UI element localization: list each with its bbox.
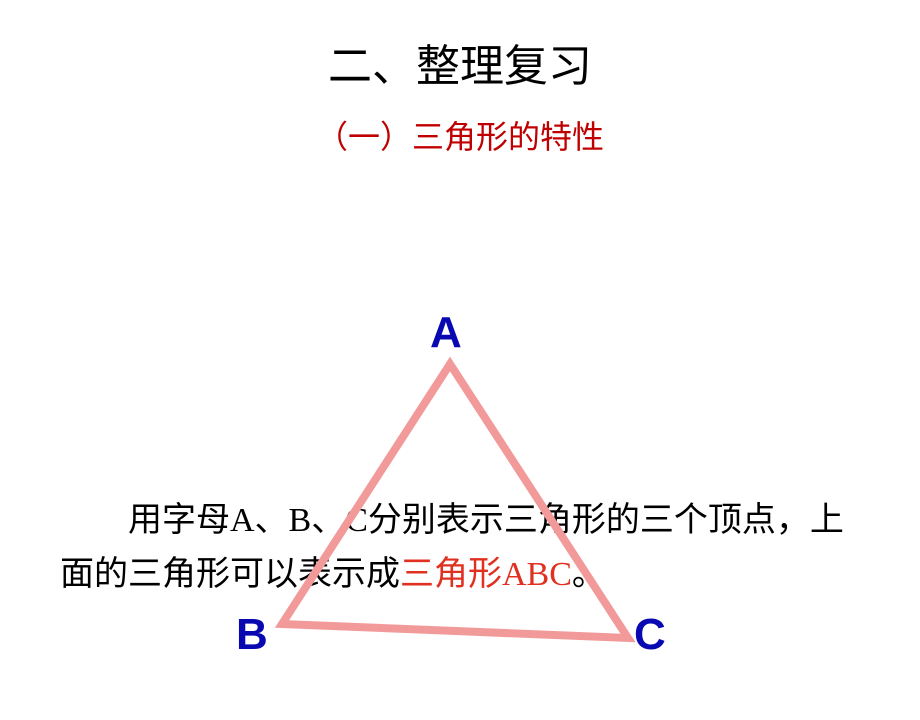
triangle-shape: [0, 158, 920, 678]
vertex-a-label: A: [430, 308, 462, 358]
sub-title: （一）三角形的特性: [0, 112, 920, 158]
vertex-c-label: C: [634, 610, 666, 660]
triangle-diagram: A B C: [0, 158, 920, 488]
vertex-b-label: B: [236, 610, 268, 660]
main-title: 二、整理复习: [0, 30, 920, 94]
